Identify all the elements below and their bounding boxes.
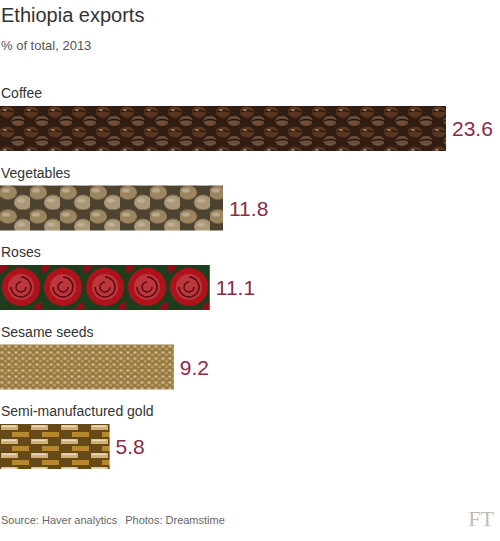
data-label: 11.8	[229, 197, 268, 220]
category-label: Roses	[1, 244, 41, 260]
category-label: Sesame seeds	[1, 324, 94, 340]
source: Source: Haver analytics	[1, 514, 118, 526]
bar	[0, 106, 446, 151]
data-label: 5.8	[116, 435, 145, 458]
bars	[0, 106, 446, 469]
bar	[0, 345, 174, 390]
title: Ethiopia exports	[1, 4, 144, 26]
logo: FT	[468, 506, 494, 531]
photo-credit: Photos: Dreamstime	[125, 514, 225, 526]
category-label: Vegetables	[1, 165, 70, 181]
category-label: Semi-manufactured gold	[1, 403, 154, 419]
subtitle: % of total, 2013	[1, 38, 91, 53]
bar	[0, 186, 223, 231]
bar	[0, 265, 210, 310]
chart: Ethiopia exports % of total, 2013 Coffee 23…	[0, 0, 500, 541]
bar	[0, 424, 110, 469]
data-label: 11.1	[216, 276, 255, 299]
category-label: Coffee	[1, 85, 42, 101]
chart-container: Ethiopia exports % of total, 2013 Coffee 23…	[0, 0, 500, 541]
data-label: 23.6	[452, 117, 493, 140]
data-label: 9.2	[180, 356, 209, 379]
